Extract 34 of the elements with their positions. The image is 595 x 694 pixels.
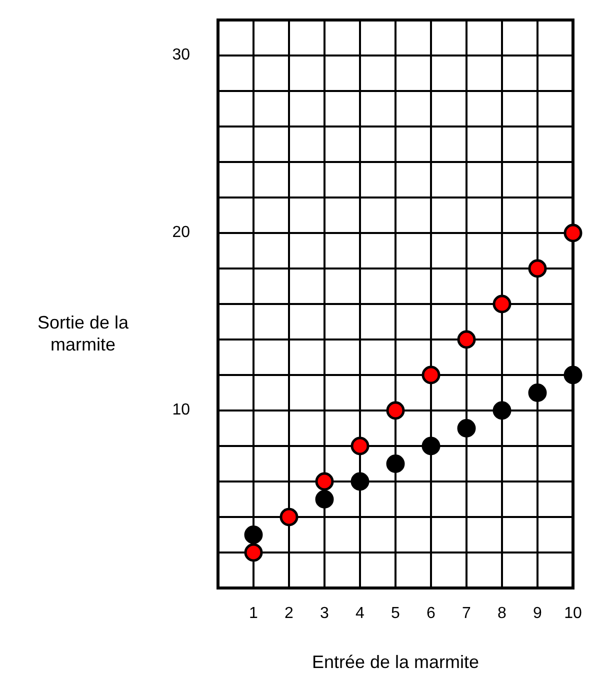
point: [350, 472, 370, 491]
x-tick-label: 2: [284, 605, 294, 622]
point: [386, 454, 405, 473]
point: [244, 526, 263, 544]
point: [492, 294, 512, 314]
x-tick-label: 7: [462, 605, 472, 622]
point: [457, 330, 476, 349]
point: [315, 472, 334, 491]
y-tick-label: 20: [172, 224, 190, 242]
y-tick-label: 10: [172, 402, 190, 419]
point: [528, 384, 547, 402]
point: [528, 259, 547, 278]
point: [386, 401, 405, 420]
x-tick-label: 8: [498, 605, 507, 622]
x-tick-label: 4: [356, 605, 365, 622]
y-tick-label: 30: [172, 46, 190, 64]
point: [280, 508, 298, 526]
x-tick-label: 3: [320, 605, 330, 622]
point: [457, 419, 476, 438]
x-axis-title: Entrée de la marmite: [312, 652, 480, 672]
point: [564, 366, 582, 384]
x-tick-label: 6: [426, 605, 436, 622]
x-tick-label: 9: [533, 605, 542, 622]
point: [564, 224, 582, 242]
point: [244, 543, 263, 562]
point: [422, 366, 440, 384]
point: [422, 436, 440, 456]
x-tick-label: 1: [249, 605, 258, 622]
point: [492, 401, 512, 420]
y-axis-title: Sortie de la marmite: [37, 312, 130, 354]
point: [350, 436, 370, 456]
x-tick-label: 10: [564, 605, 582, 622]
x-tick-label: 5: [391, 605, 400, 622]
point: [315, 490, 334, 508]
